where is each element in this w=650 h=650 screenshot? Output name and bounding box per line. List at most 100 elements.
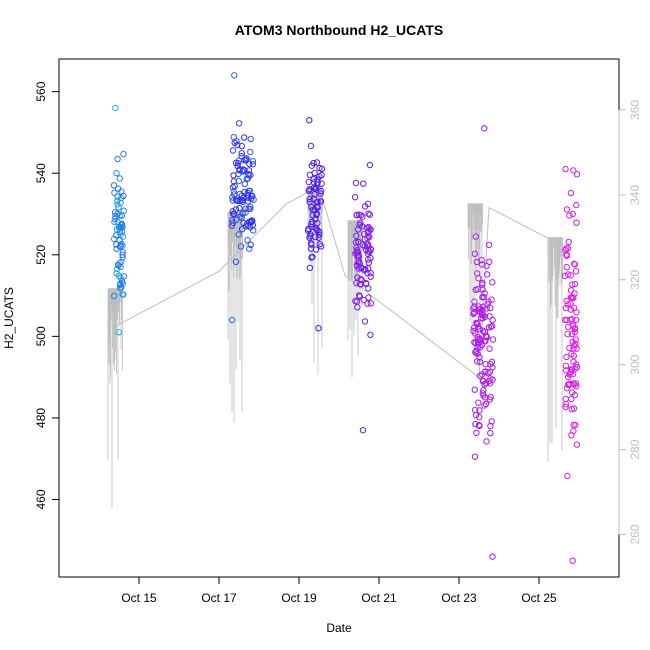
x-tick-label: Oct 21 <box>361 591 397 605</box>
right-tick-label: 340 <box>628 185 642 205</box>
data-point <box>563 206 571 213</box>
data-point <box>367 273 374 280</box>
data-point <box>562 395 569 403</box>
data-point <box>366 225 373 233</box>
data-point <box>487 422 494 430</box>
chart-title: ATOM3 Northbound H2_UCATS <box>235 22 443 38</box>
data-point <box>365 294 372 301</box>
data-point <box>364 235 371 242</box>
data-point <box>230 178 238 185</box>
data-point <box>361 318 369 325</box>
data-point <box>476 407 483 414</box>
data-point <box>354 226 362 233</box>
data-point <box>570 358 577 365</box>
data-point <box>310 176 317 183</box>
data-point <box>480 387 487 394</box>
data-point <box>230 172 237 179</box>
data-point <box>471 339 478 346</box>
data-point <box>361 203 369 210</box>
data-point <box>355 253 363 261</box>
data-point <box>478 257 485 264</box>
secondary-dip-4 <box>467 203 483 347</box>
data-point <box>489 336 497 343</box>
data-point <box>479 309 486 316</box>
plot-box <box>58 58 620 578</box>
data-point <box>571 261 579 268</box>
data-point <box>486 345 493 352</box>
data-point <box>116 175 124 182</box>
data-point <box>487 429 494 437</box>
data-point <box>318 165 326 173</box>
data-point <box>361 267 368 274</box>
data-point <box>120 291 127 298</box>
data-point <box>120 150 127 158</box>
data-point <box>481 125 488 132</box>
data-point <box>315 325 322 332</box>
data-point <box>238 150 246 157</box>
data-point <box>245 205 252 213</box>
data-point <box>232 258 240 265</box>
secondary-overview-line <box>114 185 564 379</box>
data-point <box>571 324 579 332</box>
data-point <box>564 472 571 479</box>
data-point <box>233 197 241 204</box>
data-point <box>473 319 480 326</box>
data-point <box>474 333 481 340</box>
data-point <box>366 233 373 241</box>
y-tick-label: 480 <box>34 408 48 428</box>
data-point <box>229 208 236 215</box>
data-point <box>474 358 481 365</box>
data-point <box>359 427 367 434</box>
data-point <box>567 189 575 197</box>
data-point <box>569 281 576 288</box>
data-point <box>114 201 121 208</box>
data-point <box>111 209 119 216</box>
secondary-dip-0 <box>107 288 123 508</box>
data-point <box>118 212 126 219</box>
data-point <box>476 413 483 421</box>
data-point <box>119 251 126 259</box>
right-tick-label: 320 <box>628 269 642 289</box>
data-point <box>247 135 255 143</box>
data-point <box>110 182 118 189</box>
data-point <box>569 371 577 378</box>
data-point <box>476 358 484 366</box>
x-tick-label: Oct 25 <box>521 591 557 605</box>
data-point <box>306 186 313 193</box>
data-point <box>572 316 580 324</box>
data-point <box>113 169 120 177</box>
right-tick-label: 300 <box>628 354 642 374</box>
data-point <box>483 271 491 278</box>
data-point <box>367 246 374 254</box>
data-point <box>357 276 364 283</box>
data-point <box>311 191 318 198</box>
x-tick-label: Oct 17 <box>201 591 237 605</box>
data-point <box>111 292 118 300</box>
data-point <box>485 241 493 249</box>
data-point <box>115 329 123 336</box>
data-point <box>567 287 575 294</box>
data-point <box>571 328 579 336</box>
data-point <box>475 275 482 282</box>
data-point <box>564 330 571 338</box>
data-point <box>242 205 249 212</box>
right-tick-label: 260 <box>628 524 642 544</box>
data-point <box>486 313 493 320</box>
data-point <box>306 195 313 203</box>
data-point <box>118 221 125 228</box>
y-tick-label: 560 <box>34 81 48 101</box>
data-point <box>229 197 237 204</box>
data-point <box>474 323 482 330</box>
data-point <box>471 386 478 393</box>
data-point <box>569 210 576 218</box>
data-point <box>360 180 367 187</box>
data-point <box>572 336 579 343</box>
data-point <box>241 134 248 141</box>
data-point <box>306 234 313 242</box>
data-point <box>236 197 244 205</box>
data-point <box>317 190 324 197</box>
data-point <box>247 241 254 249</box>
data-point <box>471 453 479 460</box>
data-point <box>237 243 245 250</box>
data-point <box>568 395 575 403</box>
